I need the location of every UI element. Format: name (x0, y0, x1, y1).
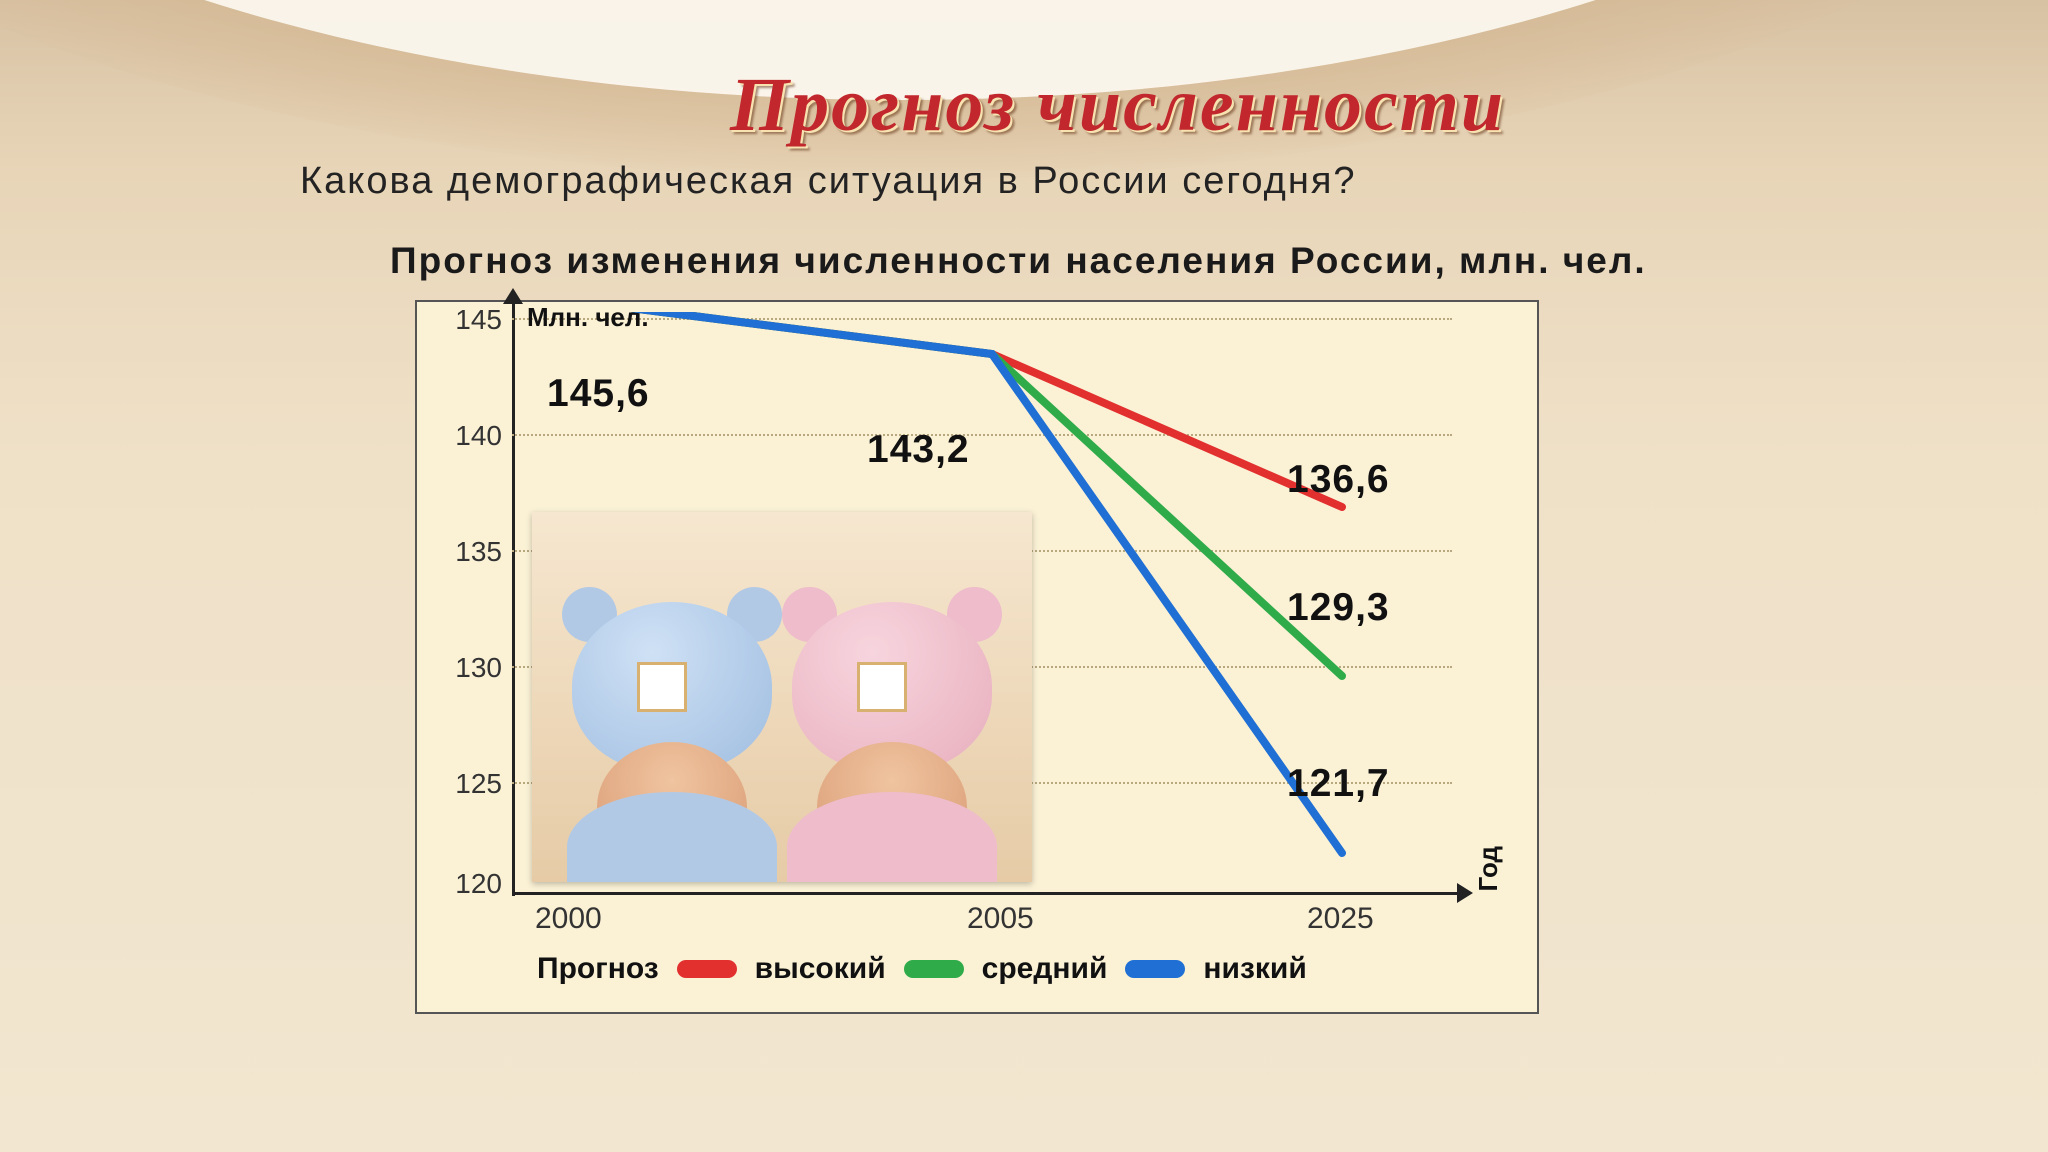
x-axis-line (512, 892, 1462, 895)
legend-swatch-low (1125, 960, 1185, 978)
x-tick-2005: 2005 (967, 902, 1034, 936)
x-tick-2025: 2025 (1307, 902, 1374, 936)
label-high-2025: 136,6 (1287, 458, 1390, 502)
legend: Прогноз высокий средний низкий (537, 952, 1477, 986)
legend-label-high: высокий (755, 952, 886, 986)
slide-title: Прогноз численности (730, 62, 1505, 149)
x-axis-label: Год (1473, 846, 1504, 892)
babies-photo (532, 512, 1032, 882)
slide: Прогноз численности Какова демографическ… (0, 0, 2048, 1152)
legend-swatch-high (677, 960, 737, 978)
slide-subtitle: Какова демографическая ситуация в России… (300, 160, 1357, 203)
y-tick-140: 140 (447, 420, 502, 452)
y-tick-125: 125 (447, 768, 502, 800)
baby-pink-icon (762, 592, 1022, 882)
legend-label-low: низкий (1203, 952, 1306, 986)
y-tick-130: 130 (447, 652, 502, 684)
legend-swatch-mid (904, 960, 964, 978)
series-high (552, 312, 1342, 507)
x-axis-arrow-icon (1457, 883, 1473, 903)
chart-title: Прогноз изменения численности населения … (390, 240, 1647, 282)
label-low-2025: 121,7 (1287, 762, 1390, 806)
label-mid-2025: 129,3 (1287, 586, 1390, 630)
x-tick-2000: 2000 (535, 902, 602, 936)
y-tick-145: 145 (447, 304, 502, 336)
y-tick-135: 135 (447, 536, 502, 568)
legend-label-mid: средний (982, 952, 1108, 986)
legend-title: Прогноз (537, 952, 659, 986)
y-axis-arrow-icon (503, 288, 523, 304)
label-2000: 145,6 (547, 372, 650, 416)
population-forecast-chart: 145 140 135 130 125 120 Млн. чел. Год 20… (415, 300, 1539, 1014)
label-2005: 143,2 (867, 428, 970, 472)
y-tick-120: 120 (447, 868, 502, 900)
